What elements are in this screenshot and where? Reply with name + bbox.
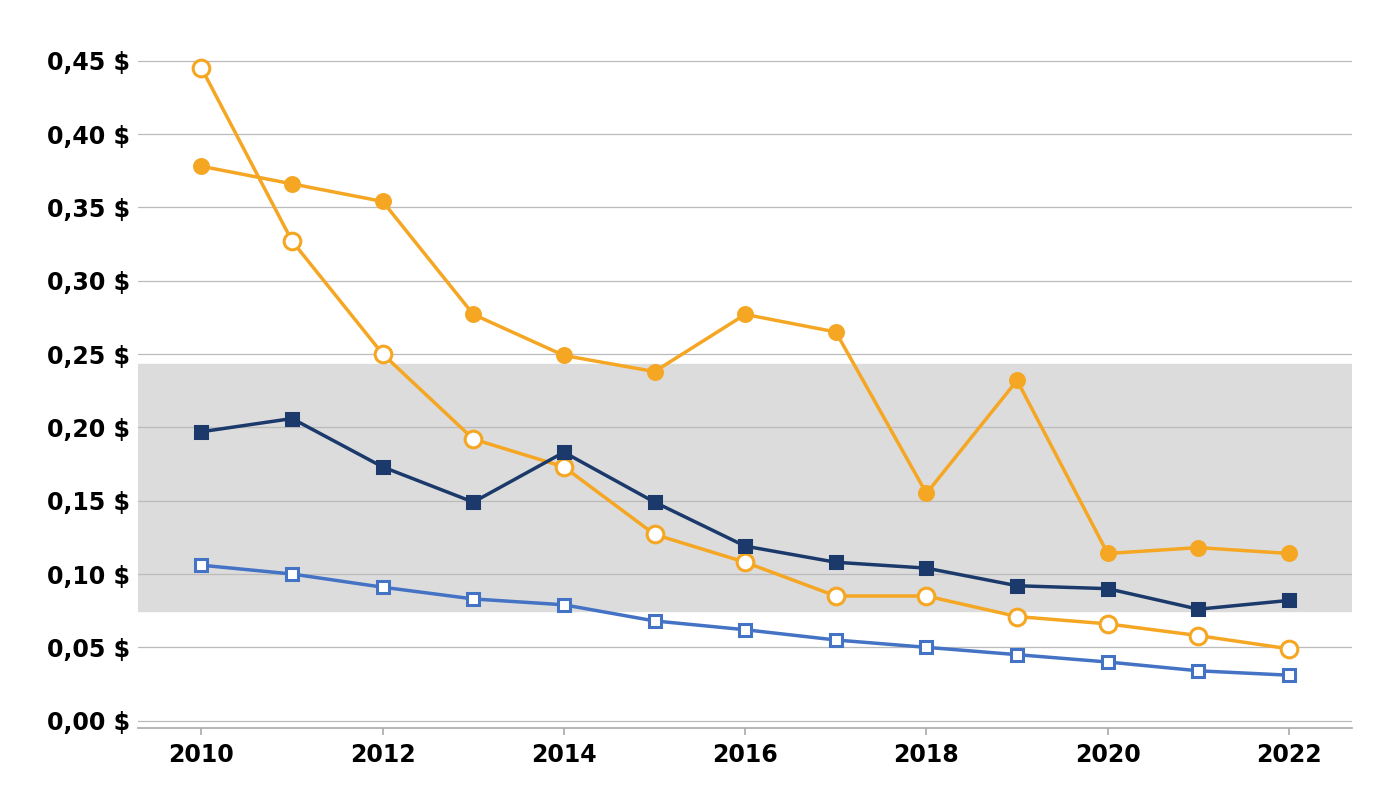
Bar: [138, 364, 1352, 610]
